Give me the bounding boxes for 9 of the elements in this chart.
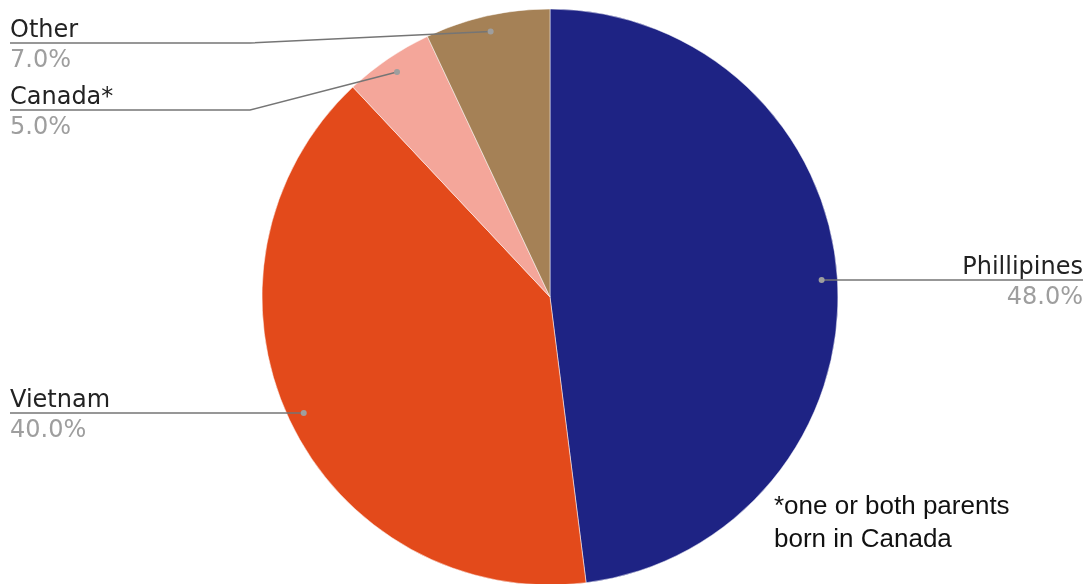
text: *one or both parents born in Canada — [774, 490, 1010, 553]
data-label: 5.0% — [10, 112, 71, 140]
slice-label: Other — [10, 15, 79, 43]
data-label: 40.0% — [10, 414, 87, 443]
data-label: 7.0% — [10, 45, 71, 73]
slice-label: Phillipines — [962, 251, 1083, 280]
slice-label: Vietnam — [10, 384, 111, 413]
slice-label: Canada* — [10, 82, 114, 110]
data-label: 48.0% — [1006, 281, 1083, 310]
